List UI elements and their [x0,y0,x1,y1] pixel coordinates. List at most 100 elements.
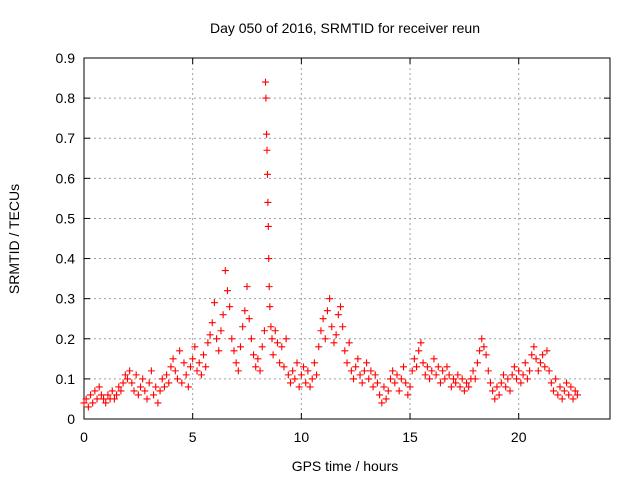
data-point [489,387,497,395]
data-point [80,399,88,407]
data-point [130,387,138,395]
data-point [271,327,279,335]
data-point [286,379,294,387]
data-point [264,198,272,206]
data-point [482,351,490,359]
data-point [541,363,549,371]
data-point [436,379,444,387]
data-point [187,363,195,371]
x-tick-label: 15 [402,429,418,445]
data-point [134,391,142,399]
data-point [471,375,479,383]
data-point [158,375,166,383]
data-point [543,347,551,355]
data-point [154,399,162,407]
data-point [241,307,249,315]
data-point [128,379,136,387]
data-point [556,383,564,391]
data-point [264,222,272,230]
data-point [513,375,521,383]
data-point [245,315,253,323]
data-point [486,379,494,387]
data-point [532,355,540,363]
data-point [208,319,216,327]
y-tick-label: 0.8 [56,90,76,106]
data-point [565,391,573,399]
data-point [123,375,131,383]
data-point [317,327,325,335]
data-point [262,94,270,102]
data-point [213,335,221,343]
data-point [228,335,236,343]
data-point [441,375,449,383]
data-point [473,359,481,367]
data-point [266,303,274,311]
x-tick-label: 20 [511,429,527,445]
data-point [389,367,397,375]
data-point [132,371,140,379]
data-point [567,383,575,391]
data-point [102,399,110,407]
data-point [458,375,466,383]
data-point [206,331,214,339]
data-point [502,383,510,391]
y-axis-label: SRMTID / TECUs [6,184,22,294]
data-point [82,395,90,403]
data-point [558,395,566,403]
data-point [400,363,408,371]
data-point [478,335,486,343]
data-point [356,371,364,379]
data-point [452,379,460,387]
data-point [319,315,327,323]
data-point [336,303,344,311]
data-point [508,371,516,379]
data-point [495,391,503,399]
data-point [554,391,562,399]
data-point [145,379,153,387]
data-point [469,367,477,375]
data-point [515,367,523,375]
data-point [415,347,423,355]
data-point [421,371,429,379]
data-point [365,375,373,383]
data-point [439,367,447,375]
data-point [491,395,499,403]
data-point [289,367,297,375]
data-point [460,387,468,395]
data-point [89,399,97,407]
data-point [450,375,458,383]
data-point [108,387,116,395]
data-point [410,355,418,363]
data-point [171,367,179,375]
data-point [267,323,275,331]
data-point [232,359,240,367]
data-point [476,347,484,355]
data-point [358,379,366,387]
data-point [263,146,271,154]
data-point [193,367,201,375]
data-point [226,303,234,311]
data-point [258,343,266,351]
data-point [256,367,264,375]
data-point [141,387,149,395]
data-point [443,363,451,371]
x-tick-label: 5 [189,429,197,445]
data-point [397,375,405,383]
data-point [426,375,434,383]
data-point [280,363,288,371]
data-point [139,375,147,383]
data-point [504,375,512,383]
data-point [265,255,273,263]
data-point [302,379,310,387]
data-point [176,347,184,355]
data-point [465,383,473,391]
y-tick-label: 0.2 [56,331,76,347]
data-point [393,371,401,379]
data-point [221,267,229,275]
data-point [373,379,381,387]
data-point [526,367,534,375]
data-point [328,323,336,331]
x-tick-label: 10 [294,429,310,445]
data-point [137,383,145,391]
data-point [423,363,431,371]
